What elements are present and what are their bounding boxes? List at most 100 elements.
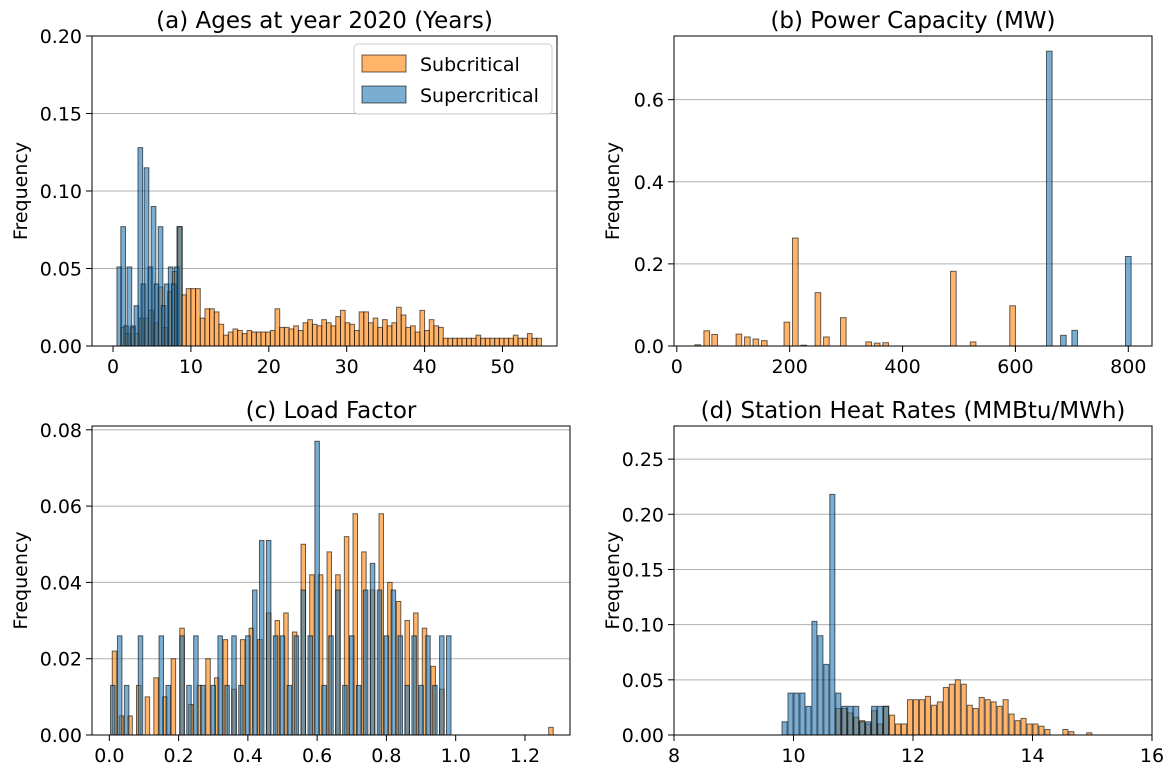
y-tick-label: 0.15 <box>40 104 82 126</box>
y-tick-label: 0.00 <box>40 725 82 747</box>
y-tick-label: 0.4 <box>634 172 664 194</box>
bar-supercritical <box>186 684 192 736</box>
bar-supercritical <box>383 635 390 736</box>
bar-supercritical <box>835 692 842 736</box>
x-tick-label: 16 <box>1140 745 1164 767</box>
bar-subcritical <box>1014 720 1021 736</box>
y-tick-label: 0.08 <box>40 420 82 442</box>
bar-supercritical <box>376 589 383 736</box>
bar-subcritical <box>456 337 463 347</box>
bar-subcritical <box>358 311 365 347</box>
bar-supercritical <box>847 705 854 736</box>
bar-subcritical <box>466 337 472 347</box>
x-tick-label: 8 <box>668 745 680 767</box>
legend-label-supercritical: Supercritical <box>420 85 539 107</box>
bar-subcritical <box>978 696 985 736</box>
bar-subcritical <box>1032 723 1039 736</box>
bar-subcritical <box>283 326 290 347</box>
bar-supercritical <box>335 589 341 736</box>
bar-subcritical <box>536 337 542 347</box>
y-tick-label: 0.6 <box>634 90 664 112</box>
bar-supercritical <box>258 539 265 736</box>
legend-swatch-supercritical <box>361 85 407 104</box>
bar-subcritical <box>1044 728 1051 736</box>
bar-subcritical <box>1062 728 1069 736</box>
bar-supercritical <box>446 635 452 736</box>
bar-supercritical <box>823 663 830 736</box>
bar-subcritical <box>170 658 177 736</box>
bar-subcritical <box>889 714 896 736</box>
bar-subcritical <box>363 311 370 347</box>
bar-supercritical <box>321 684 327 736</box>
bar-subcritical <box>382 319 388 347</box>
bar-subcritical <box>241 333 248 347</box>
bar-supercritical <box>137 635 144 736</box>
bar-subcritical <box>349 323 355 347</box>
y-tick-label: 0.05 <box>622 670 664 692</box>
bar-subcritical <box>269 330 276 347</box>
x-tick-label: 0.2 <box>163 745 193 767</box>
bar-subcritical <box>954 679 961 736</box>
bar-subcritical <box>783 321 791 347</box>
bar-subcritical <box>1009 305 1016 347</box>
x-tick-label: 1.2 <box>510 745 540 767</box>
bar-subcritical <box>316 325 323 347</box>
bar-subcritical <box>419 309 426 347</box>
bar-subcritical <box>428 319 435 347</box>
bar-subcritical <box>489 337 496 347</box>
bar-subcritical <box>950 270 957 347</box>
x-tick-label: 20 <box>257 356 281 378</box>
y-tick-label: 0.02 <box>40 649 82 671</box>
bar-supercritical <box>193 635 199 736</box>
bar-supercritical <box>369 562 376 736</box>
bar-subcritical <box>227 331 234 347</box>
bar-subcritical <box>311 323 318 347</box>
bar-subcritical <box>424 330 430 347</box>
bar-supercritical <box>110 684 116 736</box>
bar-supercritical <box>865 721 872 736</box>
bar-subcritical <box>906 699 914 736</box>
bar-subcritical <box>1002 699 1009 736</box>
bar-supercritical <box>314 440 320 736</box>
x-tick-label: 10 <box>179 356 203 378</box>
bar-supercritical <box>224 684 230 736</box>
bar-supercritical <box>829 493 836 736</box>
x-tick-label: 200 <box>772 356 808 378</box>
bar-subcritical <box>205 658 211 736</box>
bar-subcritical <box>209 308 215 347</box>
bar-supercritical <box>279 635 286 736</box>
bar-subcritical <box>339 309 346 347</box>
bar-subcritical <box>260 331 267 347</box>
bar-supercritical <box>272 635 279 736</box>
bar-subcritical <box>442 337 449 347</box>
bar-supercritical <box>217 635 223 736</box>
bar-subcritical <box>377 326 384 347</box>
bar-subcritical <box>288 328 295 347</box>
bar-subcritical <box>195 288 201 347</box>
y-tick-label: 0.04 <box>40 572 82 594</box>
bar-subcritical <box>1020 717 1027 736</box>
panel-load-factor: 0.0 0.2 0.4 0.6 0.8 1.0 1.2 0.00 0.02 0.04 0.06 0.0… <box>10 398 571 767</box>
bar-subcritical <box>792 237 799 347</box>
bar-subcritical <box>274 308 281 347</box>
bar-subcritical <box>990 701 997 736</box>
bar-subcritical <box>199 317 206 347</box>
bar-supercritical <box>349 635 355 736</box>
bar-subcritical <box>548 726 554 736</box>
x-tick-label: 0 <box>671 356 683 378</box>
x-tick-label: 30 <box>335 356 359 378</box>
bar-subcritical <box>484 337 491 347</box>
bar-subcritical <box>522 337 528 347</box>
x-tick-label: 0.8 <box>371 745 401 767</box>
bar-subcritical <box>498 337 505 347</box>
bar-supercritical <box>200 684 206 736</box>
x-tick-label: 0.0 <box>94 745 124 767</box>
bar-subcritical <box>223 334 229 347</box>
bar-supercritical <box>805 705 812 736</box>
bar-subcritical <box>531 337 538 347</box>
bar-subcritical <box>814 292 822 347</box>
bar-supercritical <box>231 635 237 736</box>
y-tick-label: 0.10 <box>622 615 664 637</box>
bar-supercritical <box>245 635 251 736</box>
bar-subcritical <box>410 325 416 347</box>
